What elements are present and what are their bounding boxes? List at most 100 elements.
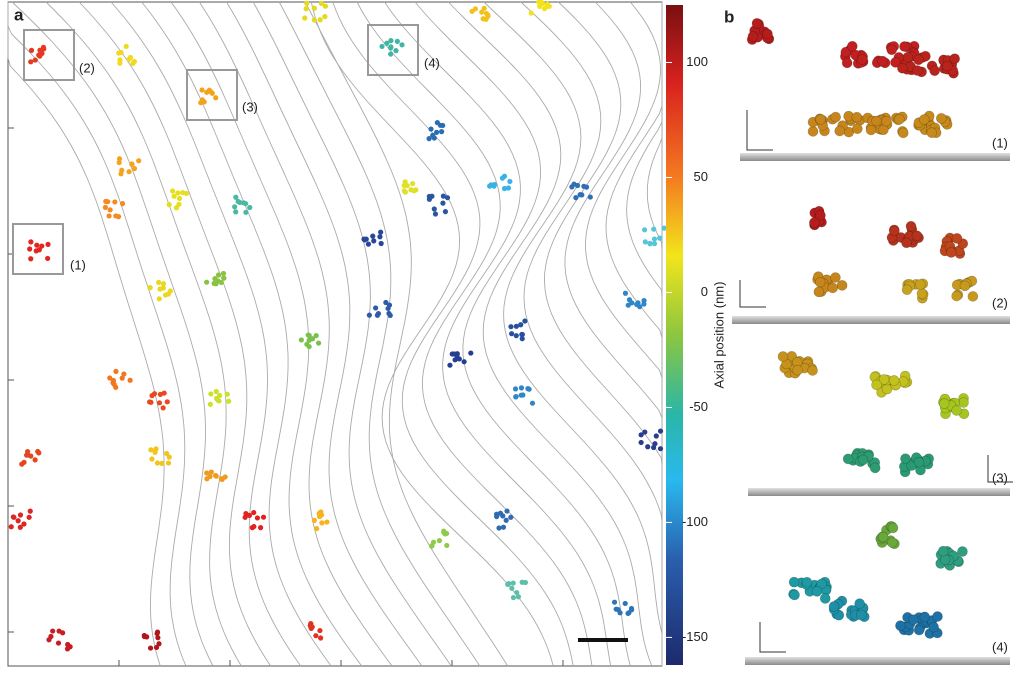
cluster-dot <box>117 61 122 66</box>
cluster-dot <box>433 211 438 216</box>
cluster-dot <box>322 14 327 19</box>
sphere <box>952 406 962 416</box>
cluster-dot <box>434 130 439 135</box>
cluster-dot <box>462 359 467 364</box>
cluster-dot <box>626 610 631 615</box>
cluster-dot <box>225 392 230 397</box>
cluster-dot <box>588 194 593 199</box>
cluster-dot <box>243 210 248 215</box>
cluster-dot <box>318 635 323 640</box>
cluster-dot <box>113 213 118 218</box>
sphere <box>847 41 857 51</box>
cluster-dot <box>484 11 489 16</box>
cluster-dot <box>385 306 390 311</box>
cluster-dot <box>652 236 657 241</box>
cluster-dot <box>496 525 501 530</box>
cluster-dot <box>180 190 185 195</box>
sphere <box>835 126 845 136</box>
cluster-dot <box>379 44 384 49</box>
cluster-dot <box>162 390 167 395</box>
sphere <box>830 272 840 282</box>
sphere <box>936 113 946 123</box>
cluster-dot <box>386 311 391 316</box>
cluster-dot <box>502 174 507 179</box>
cluster-dot <box>378 230 383 235</box>
cluster-dot <box>213 473 218 478</box>
cluster-dot <box>377 234 382 239</box>
cluster-dot <box>247 205 252 210</box>
sphere <box>815 277 825 287</box>
cluster-dot <box>132 59 137 64</box>
cluster-dot <box>106 213 111 218</box>
cluster-dot <box>159 461 164 466</box>
cluster-dot <box>39 243 44 248</box>
sphere <box>881 116 891 126</box>
cluster-dot <box>501 525 506 530</box>
cluster-dot <box>167 455 172 460</box>
sphere <box>900 454 910 464</box>
cluster-dot <box>520 392 525 397</box>
inset-label: (1) <box>992 135 1008 150</box>
cluster-dot <box>157 296 162 301</box>
cluster-dot <box>509 586 514 591</box>
cluster-dot <box>509 331 514 336</box>
cluster-dot <box>35 449 40 454</box>
cluster-dot <box>33 57 38 62</box>
cluster-dot <box>65 642 70 647</box>
cluster-dot <box>220 477 225 482</box>
cluster-dot <box>639 432 644 437</box>
sphere <box>930 66 940 76</box>
cluster-dot <box>204 470 209 475</box>
sphere <box>842 58 852 68</box>
plate <box>745 657 1010 665</box>
sphere <box>897 63 907 73</box>
sphere <box>778 352 788 362</box>
cluster-dot <box>513 394 518 399</box>
sphere <box>898 128 908 138</box>
cluster-dot <box>529 10 534 15</box>
cluster-dot <box>124 44 129 49</box>
cluster-dot <box>56 640 61 645</box>
cluster-dot <box>319 520 324 525</box>
cluster-dot <box>309 626 314 631</box>
cluster-dot <box>482 6 487 11</box>
cluster-dot <box>507 179 512 184</box>
cluster-dot <box>388 44 393 49</box>
sphere <box>960 281 970 291</box>
cluster-dot <box>313 633 318 638</box>
cluster-dot <box>642 227 647 232</box>
scale-axes <box>740 280 766 307</box>
sphere <box>812 586 822 596</box>
cluster-dot <box>513 386 518 391</box>
cluster-dot <box>161 281 166 286</box>
cluster-dot <box>367 313 372 318</box>
cluster-dot <box>371 238 376 243</box>
cluster-dot <box>428 126 433 131</box>
cluster-dot <box>60 630 65 635</box>
cluster-dot <box>232 204 237 209</box>
box-label: (4) <box>424 55 440 70</box>
sphere <box>816 114 826 124</box>
sphere <box>912 65 922 75</box>
cluster-dot <box>452 357 457 362</box>
cluster-dot <box>28 509 33 514</box>
cluster-dot <box>639 440 644 445</box>
sphere <box>946 247 956 257</box>
cluster-dot <box>243 201 248 206</box>
cluster-dot <box>373 305 378 310</box>
cluster-dot <box>11 514 16 519</box>
panel-a: (1) (2) (3) (4) a <box>8 0 667 666</box>
cluster-dot <box>107 375 112 380</box>
cluster-dot <box>432 135 437 140</box>
cluster-dot <box>41 46 46 51</box>
cluster-dot <box>520 332 525 337</box>
cluster-dot <box>324 519 329 524</box>
cluster-dot <box>658 428 663 433</box>
cluster-dot <box>119 168 124 173</box>
colorbar-gradient <box>666 5 683 665</box>
cluster-dot <box>318 17 323 22</box>
cluster-dot <box>545 4 550 9</box>
cluster-dot <box>214 389 219 394</box>
cluster-dot <box>117 156 122 161</box>
cluster-dot <box>623 601 628 606</box>
